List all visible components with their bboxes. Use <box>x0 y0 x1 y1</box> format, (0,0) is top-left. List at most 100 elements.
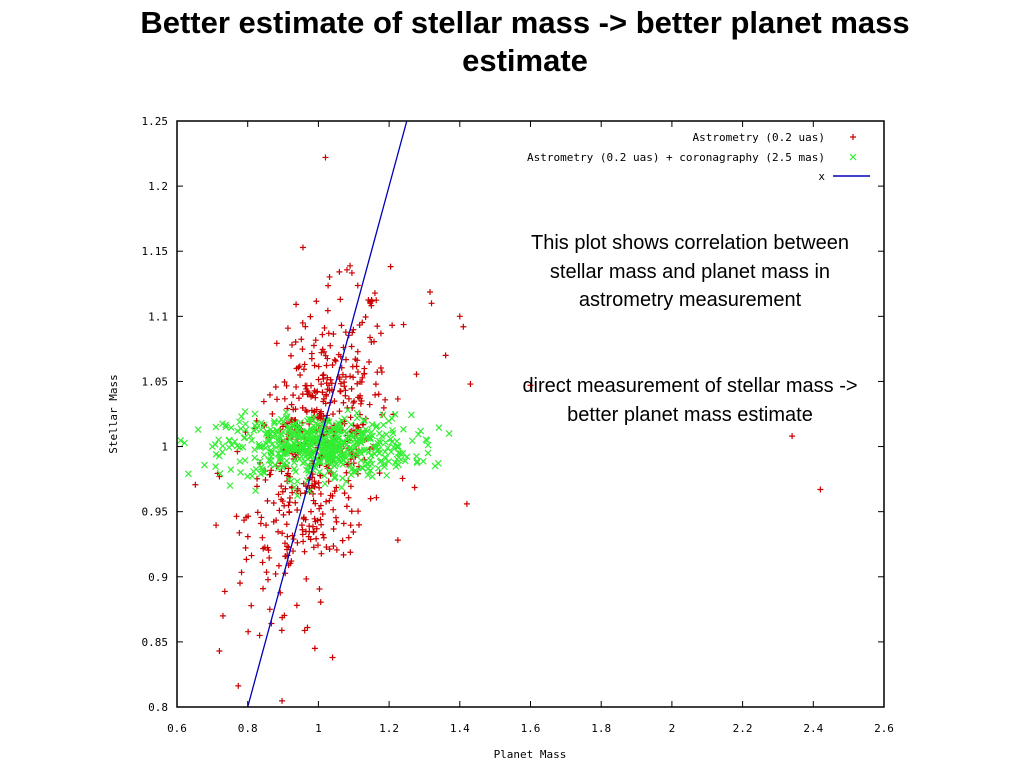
astrometry-point <box>284 533 291 540</box>
y-tick-label: 1 <box>161 441 168 454</box>
coronagraphy-point <box>293 477 301 485</box>
coronagraphy-point <box>320 472 328 480</box>
astrometry-point <box>342 387 349 394</box>
astrometry-point <box>299 531 306 538</box>
astrometry-point <box>321 348 328 355</box>
coronagraphy-point <box>363 446 370 454</box>
astrometry-point <box>287 352 294 359</box>
astrometry-point <box>233 513 240 520</box>
coronagraphy-point <box>290 459 298 466</box>
astrometry-point <box>278 483 285 490</box>
coronagraphy-point <box>341 415 348 422</box>
coronagraphy-point <box>266 437 274 444</box>
coronagraphy-point <box>215 452 223 460</box>
coronagraphy-point <box>363 460 371 468</box>
coronagraphy-point <box>238 413 245 420</box>
astrometry-point <box>294 507 301 514</box>
y-axis-label: Stellar Mass <box>107 374 120 453</box>
astrometry-point <box>354 368 361 375</box>
coronagraphy-point <box>257 426 265 434</box>
astrometry-point <box>357 400 364 407</box>
astrometry-point <box>283 521 290 528</box>
astrometry-point <box>281 540 288 547</box>
coronagraphy-point <box>252 487 260 495</box>
astrometry-point <box>382 396 389 403</box>
astrometry-point <box>262 476 269 483</box>
astrometry-point <box>290 548 297 555</box>
astrometry-point <box>281 502 288 509</box>
astrometry-point <box>339 537 346 544</box>
astrometry-point <box>318 381 325 388</box>
astrometry-point <box>303 575 310 582</box>
astrometry-point <box>330 525 337 532</box>
astrometry-point <box>341 490 348 497</box>
astrometry-point <box>326 546 333 553</box>
coronagraphy-point <box>236 418 243 426</box>
astrometry-point <box>342 329 349 336</box>
coronagraphy-point <box>435 424 443 432</box>
coronagraphy-point <box>350 429 358 437</box>
astrometry-point <box>242 544 249 551</box>
astrometry-point <box>317 490 324 497</box>
x-tick-label: 0.6 <box>167 722 187 735</box>
astrometry-point <box>279 530 286 537</box>
astrometry-point <box>311 483 318 490</box>
coronagraphy-point <box>310 413 318 421</box>
astrometry-point <box>342 356 349 363</box>
coronagraphy-point <box>237 425 245 433</box>
astrometry-point <box>316 505 323 512</box>
astrometry-point <box>320 398 327 405</box>
astrometry-point <box>299 391 306 398</box>
coronagraphy-point <box>358 464 366 472</box>
astrometry-point <box>248 552 255 559</box>
coronagraphy-point <box>351 440 359 448</box>
coronagraphy-point <box>376 439 384 447</box>
coronagraphy-point <box>350 468 357 476</box>
astrometry-point <box>345 395 352 402</box>
coronagraphy-point <box>316 459 324 467</box>
coronagraphy-point <box>390 443 398 451</box>
astrometry-point <box>325 478 332 485</box>
coronagraphy-point <box>309 427 317 435</box>
astrometry-point <box>297 372 304 379</box>
astrometry-point <box>283 382 290 389</box>
astrometry-point <box>260 398 267 405</box>
astrometry-point <box>323 498 330 505</box>
astrometry-point <box>349 363 356 370</box>
astrometry-point <box>304 624 311 631</box>
coronagraphy-point <box>329 454 337 462</box>
astrometry-point <box>347 549 354 556</box>
coronagraphy-point <box>177 436 185 444</box>
astrometry-point <box>312 500 319 507</box>
x-tick-label: 1 <box>315 722 322 735</box>
astrometry-point <box>279 488 286 495</box>
astrometry-point <box>456 313 463 320</box>
astrometry-point <box>292 406 299 413</box>
astrometry-point <box>301 627 308 634</box>
astrometry-point <box>325 282 332 289</box>
astrometry-point <box>336 268 343 275</box>
astrometry-point <box>286 508 293 515</box>
astrometry-point <box>317 472 324 479</box>
astrometry-point <box>352 356 359 363</box>
astrometry-point <box>319 531 326 538</box>
x-tick-label: 0.8 <box>238 722 258 735</box>
astrometry-point <box>313 389 320 396</box>
coronagraphy-point <box>292 468 300 476</box>
astrometry-point <box>343 266 350 273</box>
astrometry-point <box>366 401 373 408</box>
astrometry-point <box>301 548 308 555</box>
coronagraphy-point <box>316 468 323 476</box>
coronagraphy-point <box>321 480 329 488</box>
astrometry-point <box>323 544 330 551</box>
astrometry-point <box>319 372 326 379</box>
astrometry-point <box>322 352 329 359</box>
astrometry-point <box>378 369 385 376</box>
astrometry-point <box>367 495 374 502</box>
astrometry-point <box>299 346 306 353</box>
astrometry-point <box>315 479 322 486</box>
coronagraphy-point <box>212 463 220 471</box>
astrometry-point <box>350 374 357 381</box>
astrometry-point <box>318 417 325 424</box>
coronagraphy-point <box>257 470 265 478</box>
